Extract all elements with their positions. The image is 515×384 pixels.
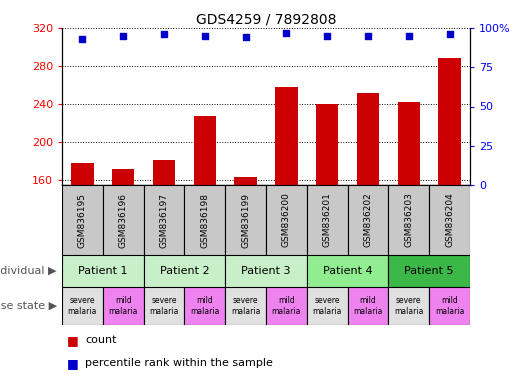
Bar <box>316 104 338 185</box>
Bar <box>184 287 225 325</box>
Text: ■: ■ <box>67 357 79 370</box>
Bar <box>307 185 348 255</box>
Text: Patient 2: Patient 2 <box>160 266 209 276</box>
Text: mild
malaria: mild malaria <box>272 296 301 316</box>
Bar <box>184 185 225 255</box>
Text: severe
malaria: severe malaria <box>313 296 342 316</box>
Bar <box>71 163 94 185</box>
Text: mild
malaria: mild malaria <box>435 296 465 316</box>
Point <box>78 36 87 42</box>
Bar <box>388 287 429 325</box>
Bar <box>438 58 461 185</box>
Point <box>323 33 331 39</box>
Bar <box>103 185 144 255</box>
Bar <box>234 177 257 185</box>
Point <box>119 33 127 39</box>
Text: GSM836198: GSM836198 <box>200 192 209 248</box>
Bar <box>144 255 225 287</box>
Text: mild
malaria: mild malaria <box>353 296 383 316</box>
Text: severe
malaria: severe malaria <box>149 296 179 316</box>
Text: GSM836201: GSM836201 <box>323 192 332 247</box>
Text: GSM836203: GSM836203 <box>404 192 414 247</box>
Point <box>201 33 209 39</box>
Text: GSM836197: GSM836197 <box>160 192 168 248</box>
Bar <box>348 185 388 255</box>
Text: ■: ■ <box>67 334 79 347</box>
Text: percentile rank within the sample: percentile rank within the sample <box>85 358 273 368</box>
Bar <box>357 93 379 185</box>
Title: GDS4259 / 7892808: GDS4259 / 7892808 <box>196 13 336 27</box>
Bar <box>348 287 388 325</box>
Text: GSM836195: GSM836195 <box>78 192 87 248</box>
Bar <box>153 160 175 185</box>
Bar <box>225 185 266 255</box>
Text: Patient 1: Patient 1 <box>78 266 128 276</box>
Bar <box>266 287 307 325</box>
Bar <box>429 287 470 325</box>
Bar <box>112 169 134 185</box>
Bar <box>266 185 307 255</box>
Text: GSM836202: GSM836202 <box>364 193 372 247</box>
Text: Patient 4: Patient 4 <box>323 266 372 276</box>
Point <box>242 34 250 40</box>
Bar <box>62 287 103 325</box>
Bar <box>225 287 266 325</box>
Text: disease state ▶: disease state ▶ <box>0 301 57 311</box>
Point <box>282 30 290 36</box>
Bar <box>144 287 184 325</box>
Bar <box>275 87 298 185</box>
Bar <box>398 102 420 185</box>
Point <box>160 31 168 37</box>
Text: severe
malaria: severe malaria <box>231 296 260 316</box>
Bar <box>388 185 429 255</box>
Text: mild
malaria: mild malaria <box>109 296 138 316</box>
Text: severe
malaria: severe malaria <box>394 296 423 316</box>
Bar <box>144 185 184 255</box>
Text: severe
malaria: severe malaria <box>67 296 97 316</box>
Bar <box>429 185 470 255</box>
Bar <box>307 287 348 325</box>
Text: mild
malaria: mild malaria <box>190 296 219 316</box>
Bar <box>194 116 216 185</box>
Bar <box>225 255 307 287</box>
Text: GSM836204: GSM836204 <box>445 193 454 247</box>
Bar <box>103 287 144 325</box>
Bar <box>62 185 103 255</box>
Text: GSM836200: GSM836200 <box>282 192 291 247</box>
Text: count: count <box>85 335 117 345</box>
Bar <box>62 255 144 287</box>
Text: GSM836199: GSM836199 <box>241 192 250 248</box>
Text: Patient 5: Patient 5 <box>404 266 454 276</box>
Point <box>405 33 413 39</box>
Bar <box>307 255 388 287</box>
Point <box>364 33 372 39</box>
Text: GSM836196: GSM836196 <box>118 192 128 248</box>
Point <box>445 31 454 37</box>
Bar <box>388 255 470 287</box>
Text: individual ▶: individual ▶ <box>0 266 57 276</box>
Text: Patient 3: Patient 3 <box>241 266 291 276</box>
